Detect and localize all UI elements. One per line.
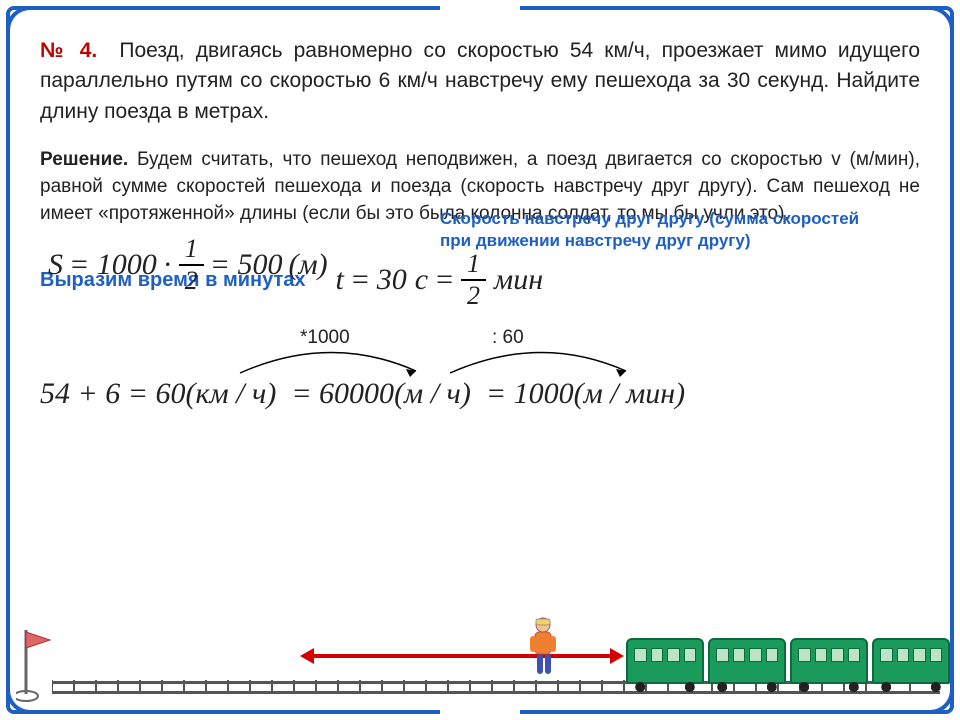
- conversion-arc-1: [230, 341, 430, 381]
- flag-marker-icon: [16, 624, 56, 704]
- problem-number: № 4.: [40, 39, 97, 62]
- time-fraction: 1 2: [461, 251, 486, 309]
- speed-conversion-row: *1000 : 60 54 + 6 = 60(км / ч) = 60000(м…: [40, 327, 920, 447]
- note-line-1: Скорость навстречу друг другу (сумма ско…: [440, 208, 859, 230]
- train-car: [790, 638, 868, 684]
- result-factor: = 1000: [69, 248, 157, 282]
- train-icon: [626, 638, 950, 684]
- speed-equation: 54 + 6 = 60(км / ч) = 60000(м / ч) = 100…: [40, 377, 685, 411]
- speed-v3: = 1000: [486, 377, 574, 410]
- time-sec-unit: с: [415, 263, 428, 297]
- illustration-scene: [52, 592, 940, 702]
- pedestrian-icon: [522, 616, 564, 680]
- frame-slit-top: [440, 4, 520, 16]
- result-equation: S = 1000 · 1 2 = 500(м): [48, 236, 328, 294]
- closing-speed-note: Скорость навстречу друг другу (сумма ско…: [440, 208, 859, 252]
- train-car: [626, 638, 704, 684]
- motion-arrow: [312, 654, 612, 658]
- time-min-unit: мин: [494, 263, 543, 297]
- note-line-2: при движении навстречу друг другу): [440, 230, 859, 252]
- speed-u1: (км / ч): [186, 377, 277, 410]
- time-equation: t = 30с = 1 2 мин: [336, 251, 544, 309]
- conversion-arc-2: [440, 341, 640, 381]
- content-area: № 4. Поезд, двигаясь равномерно со скоро…: [40, 36, 920, 447]
- result-fraction: 1 2: [179, 236, 204, 294]
- speed-v2: = 60000: [291, 377, 394, 410]
- time-lhs: t: [336, 263, 344, 297]
- result-lhs: S: [48, 248, 63, 282]
- solution-label: Решение.: [40, 149, 128, 170]
- speed-u2: (м / ч): [394, 377, 471, 410]
- train-car: [708, 638, 786, 684]
- result-dot: ·: [163, 248, 173, 282]
- result-rhs: = 500: [210, 248, 283, 282]
- problem-text: Поезд, двигаясь равномерно со скоростью …: [40, 39, 920, 123]
- frame-slit-bottom: [440, 704, 520, 716]
- time-sec-val: 30: [377, 263, 407, 297]
- result-unit: (м): [289, 248, 328, 282]
- train-car: [872, 638, 950, 684]
- speed-u3: (м / мин): [574, 377, 686, 410]
- speed-sum: 54 + 6 = 60: [40, 377, 186, 410]
- problem-statement: № 4. Поезд, двигаясь равномерно со скоро…: [40, 36, 920, 127]
